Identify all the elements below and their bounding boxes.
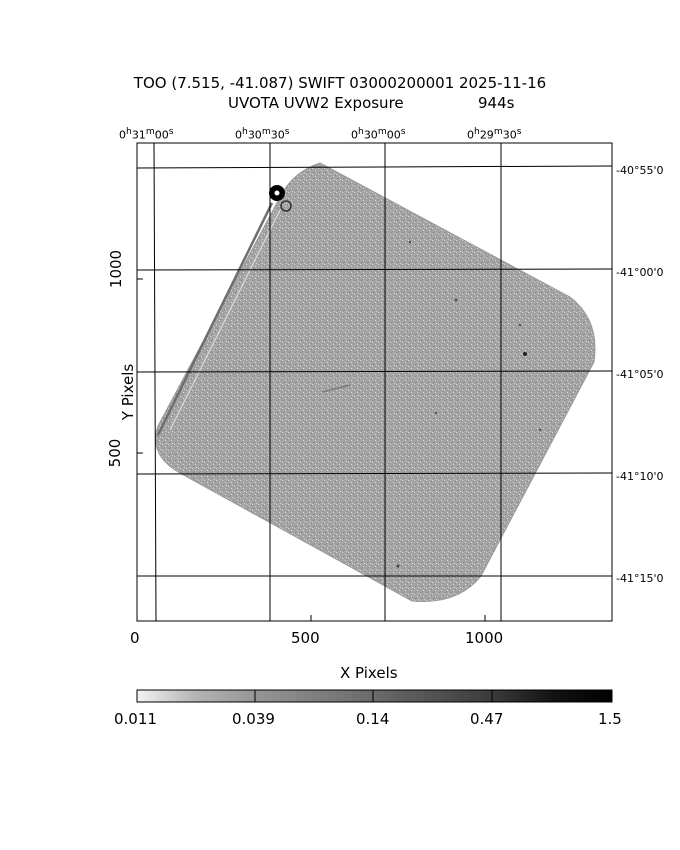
dec-label-4: -41°10'0 [616,470,664,483]
ra-label-3: 0h30m00s [351,126,406,142]
coordinate-grid [136,142,613,622]
dec-label-2: -41°00'0 [616,266,664,279]
x-tick-1000: 1000 [465,629,504,647]
colorbar-label-1: 0.011 [114,710,157,728]
ra-label-1: 0h31m00s [119,126,174,142]
ra-label-2: 0h30m30s [235,126,290,142]
colorbar-label-4: 0.47 [470,710,504,728]
ra-label-4: 0h29m30s [467,126,522,142]
x-axis-label: X Pixels [340,664,398,682]
dec-label-5: -41°15'0 [616,572,664,585]
image-title: TOO (7.515, -41.087) SWIFT 03000200001 2… [133,74,547,92]
x-tick-0: 0 [130,629,140,647]
colorbar-label-3: 0.14 [356,710,390,728]
image-subtitle-exposure: 944s [478,94,515,112]
colorbar-label-5: 1.5 [598,710,622,728]
dec-label-3: -41°05'0 [616,368,664,381]
image-subtitle-filter: UVOTA UVW2 Exposure [228,94,404,112]
x-tick-500: 500 [291,629,320,647]
dec-label-1: -40°55'0 [616,164,664,177]
colorbar-label-2: 0.039 [232,710,275,728]
streak-artifact [156,202,274,436]
